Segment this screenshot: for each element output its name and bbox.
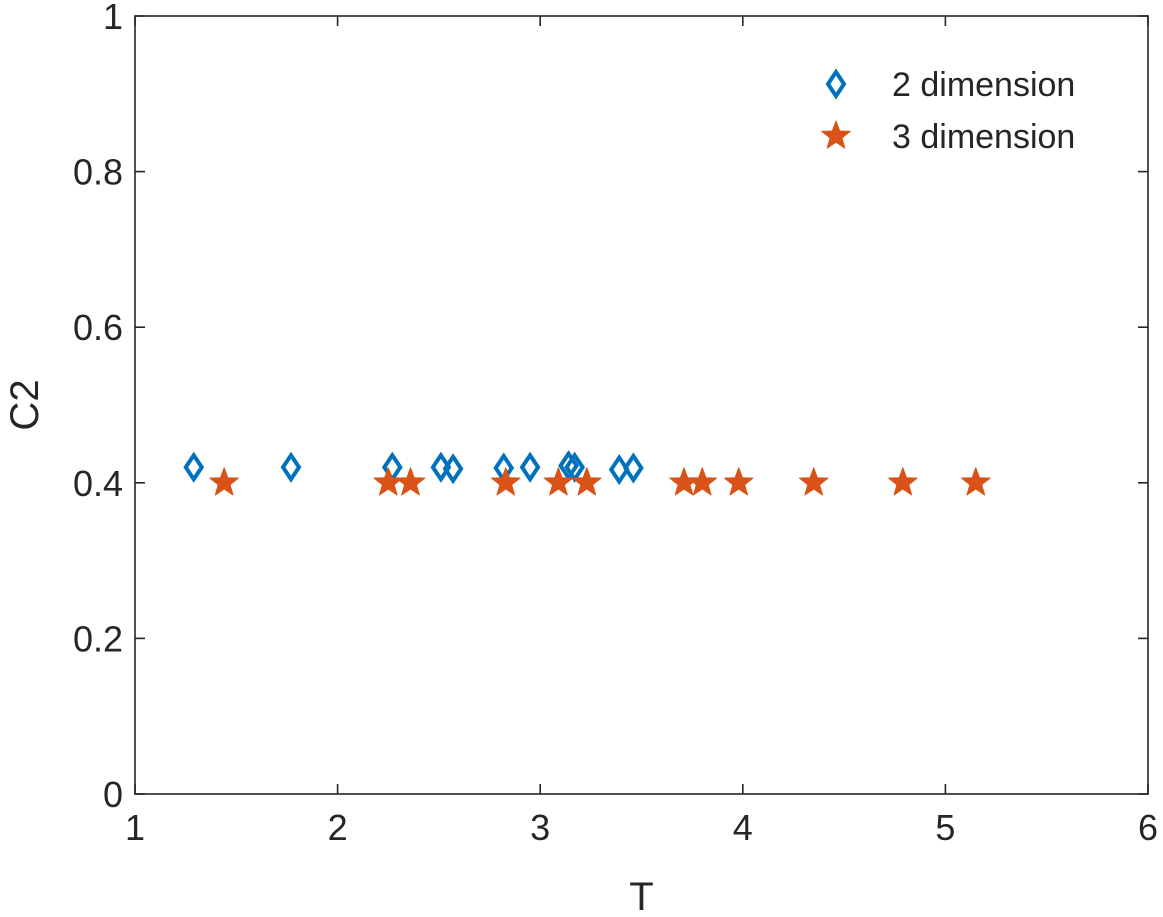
legend-label: 3 dimension <box>892 118 1075 156</box>
legend-item: 3 dimension <box>821 118 1075 156</box>
diamond-data-point <box>442 453 464 485</box>
y-tick-label: 0.6 <box>73 307 123 348</box>
legend-diamond-icon <box>825 68 847 100</box>
x-tick-label: 3 <box>530 807 550 848</box>
star-data-point <box>723 467 754 496</box>
star-data-point <box>572 467 602 496</box>
x-tick-label: 6 <box>1138 807 1158 848</box>
star-data-point <box>798 467 829 496</box>
diamond-data-point <box>519 451 541 483</box>
x-axis-title: T <box>629 875 653 917</box>
plot-area <box>135 16 1148 794</box>
series-2-markers <box>209 467 991 496</box>
y-tick-label: 0.8 <box>73 152 123 193</box>
diamond-data-point <box>608 453 630 486</box>
x-tick-label: 2 <box>328 807 348 848</box>
diamond-data-point <box>430 451 452 483</box>
tick-labels: 1 2 3 4 5 6 0 0.2 0.4 0.6 0.8 1 <box>73 0 1158 848</box>
series-1-markers <box>183 450 644 486</box>
star-data-point <box>543 467 574 496</box>
star-data-point <box>888 467 918 496</box>
star-data-point <box>209 467 239 496</box>
diamond-data-point <box>280 451 302 483</box>
y-tick-label: 1 <box>103 0 123 37</box>
star-data-point <box>961 467 991 496</box>
x-tick-label: 1 <box>125 807 145 848</box>
data-markers <box>183 450 991 496</box>
diamond-data-point <box>622 452 644 484</box>
legend-label: 2 dimension <box>892 66 1075 104</box>
plot-frame <box>134 15 1149 795</box>
legend-item: 2 dimension <box>825 66 1075 104</box>
x-tick-label: 5 <box>935 807 955 848</box>
diamond-data-point <box>183 451 205 483</box>
x-tick-label: 4 <box>733 807 753 848</box>
star-data-point <box>490 467 521 496</box>
star-data-point <box>687 467 718 496</box>
legend-star-icon <box>821 120 851 149</box>
legend: 2 dimension 3 dimension <box>821 66 1075 156</box>
y-tick-label: 0.2 <box>73 618 123 659</box>
star-data-point <box>395 467 426 496</box>
y-tick-label: 0.4 <box>73 463 123 504</box>
y-axis-title: C2 <box>3 379 47 430</box>
y-tick-label: 0 <box>103 774 123 815</box>
